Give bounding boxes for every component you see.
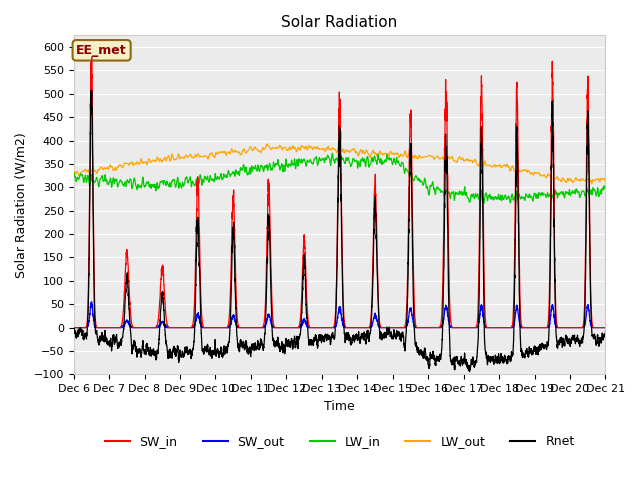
Title: Solar Radiation: Solar Radiation: [282, 15, 397, 30]
Y-axis label: Solar Radiation (W/m2): Solar Radiation (W/m2): [15, 132, 28, 278]
Text: EE_met: EE_met: [76, 44, 127, 57]
Legend: SW_in, SW_out, LW_in, LW_out, Rnet: SW_in, SW_out, LW_in, LW_out, Rnet: [100, 430, 580, 453]
X-axis label: Time: Time: [324, 400, 355, 413]
